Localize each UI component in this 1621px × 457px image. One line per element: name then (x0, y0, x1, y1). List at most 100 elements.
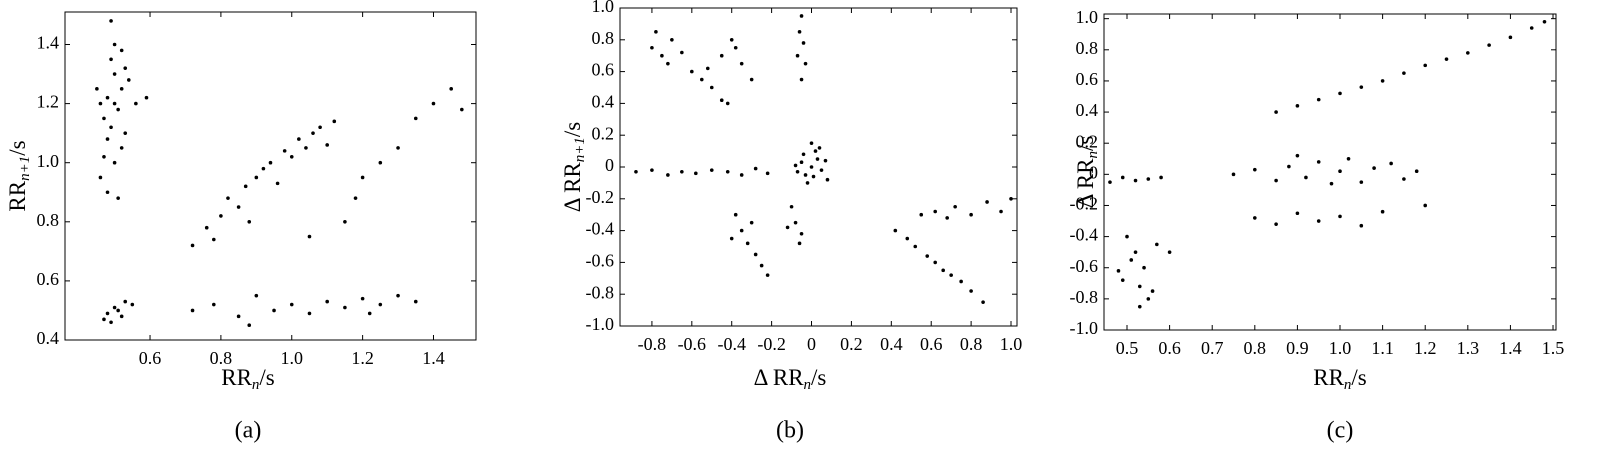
point (1287, 164, 1291, 169)
point (765, 273, 770, 277)
x-tick-label: 0.2 (840, 334, 863, 354)
x-tick-label: 1.4 (422, 348, 445, 368)
point (105, 311, 110, 316)
point (1423, 63, 1428, 68)
y-axis-label: Δ RRn+1/s (560, 122, 588, 212)
point (933, 260, 938, 265)
point (759, 263, 764, 268)
point (109, 19, 113, 23)
point (739, 173, 744, 177)
point (116, 308, 120, 313)
point (1359, 180, 1364, 184)
point (109, 320, 113, 325)
x-tick-label: 1.0 (281, 348, 304, 368)
point (126, 78, 131, 82)
y-tick-label: -0.8 (1070, 287, 1099, 307)
point (654, 30, 658, 34)
point (98, 101, 103, 106)
x-tick-label: -0.4 (717, 334, 746, 354)
x-axis-label-sub: n (252, 377, 260, 393)
point (102, 116, 106, 121)
x-tick-label: 0.8 (1244, 338, 1267, 358)
point (119, 48, 124, 53)
point (268, 160, 273, 165)
point (793, 163, 798, 168)
point (949, 273, 953, 277)
point (803, 173, 808, 177)
point (254, 293, 259, 298)
point (795, 53, 800, 58)
x-tick-label: 0.9 (1286, 338, 1309, 358)
x-tick-label: 0.8 (210, 348, 233, 368)
point (360, 296, 365, 301)
point (112, 305, 117, 310)
y-tick-label: 0.2 (1076, 131, 1099, 151)
point (449, 87, 453, 91)
x-axis-label-sub: n (1344, 377, 1352, 393)
plot-frame (1103, 13, 1557, 331)
point (1295, 211, 1300, 216)
point (1120, 175, 1125, 180)
point (343, 220, 347, 224)
point (332, 119, 337, 124)
point (1508, 35, 1513, 40)
point (749, 77, 754, 82)
point (105, 137, 110, 141)
point (1338, 214, 1342, 219)
point (739, 228, 744, 233)
point (1137, 284, 1142, 289)
y-tick-label: 0.8 (592, 28, 615, 48)
y-tick-label: 0.8 (1076, 38, 1099, 58)
point (109, 57, 113, 62)
y-tick-label: -0.4 (1070, 225, 1099, 245)
x-axis-label-main: Δ RR (754, 365, 805, 390)
y-axis-label: Δ RRn/s (1073, 136, 1101, 209)
x-axis-label-main: RR (1313, 365, 1344, 390)
point (396, 146, 400, 150)
x-tick-label: 1.2 (1414, 338, 1437, 358)
point (650, 45, 654, 50)
point (413, 299, 418, 304)
point (1155, 242, 1159, 247)
point (116, 107, 120, 112)
panel: -0.8 -0.6 -0.4 -0.2 0 0.2 0.4 0.6 0.8 1.0 -1.0 -0.8… (560, 0, 1022, 444)
point (247, 323, 252, 328)
point (660, 53, 664, 58)
point (212, 302, 216, 307)
point (799, 160, 804, 165)
point (460, 107, 464, 112)
point (130, 302, 135, 307)
x-tick-label: 1.0 (1000, 334, 1023, 354)
point (680, 169, 684, 174)
point (95, 87, 99, 91)
point (396, 293, 400, 298)
x-axis-label: RRn/s (1313, 365, 1367, 393)
point (119, 314, 124, 319)
point (690, 69, 694, 74)
point (1133, 178, 1138, 183)
point (749, 220, 754, 225)
x-tick-label: 0 (807, 334, 816, 354)
point (725, 101, 730, 106)
y-axis-label-unit: /s (560, 122, 585, 137)
y-tick-label: 0.4 (37, 328, 60, 348)
point (694, 171, 698, 176)
point (729, 236, 734, 241)
point (953, 204, 957, 209)
y-axis-label-sub: n (1085, 151, 1101, 159)
point (112, 160, 117, 165)
y-tick-label: 1.0 (592, 0, 615, 16)
y-axis-label-unit: /s (5, 140, 30, 155)
point (1304, 175, 1308, 180)
point (941, 268, 945, 273)
point (1274, 222, 1278, 226)
point (1116, 269, 1121, 273)
point (247, 220, 252, 224)
point (1150, 289, 1155, 293)
point (753, 166, 758, 171)
x-tick-label: -0.8 (638, 334, 667, 354)
y-axis-label-unit: /s (1073, 136, 1098, 151)
point (1414, 169, 1419, 174)
point (739, 61, 744, 66)
y-axis-label-sub: n+1 (572, 137, 588, 162)
